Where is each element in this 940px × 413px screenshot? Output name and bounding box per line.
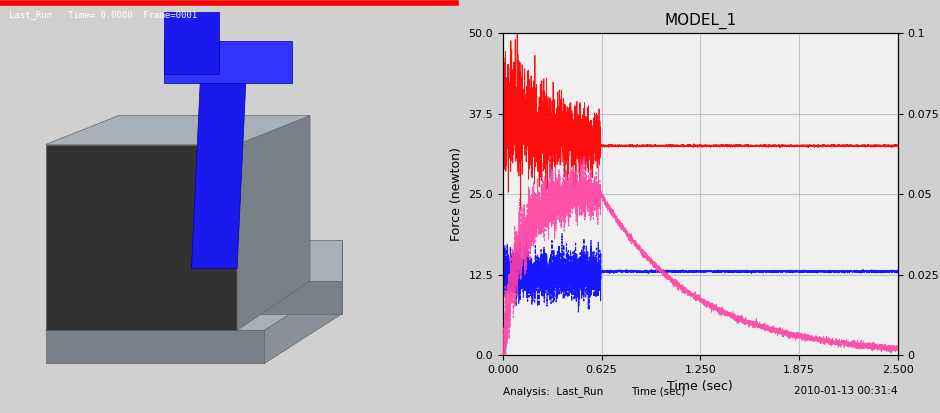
Polygon shape [45, 145, 237, 330]
Polygon shape [164, 12, 219, 74]
Polygon shape [237, 116, 310, 330]
X-axis label: Time (sec): Time (sec) [667, 380, 733, 394]
Polygon shape [219, 240, 342, 281]
Polygon shape [264, 281, 342, 363]
Text: Analysis:  Last_Run: Analysis: Last_Run [503, 387, 603, 397]
Text: Time (sec): Time (sec) [631, 387, 685, 396]
Polygon shape [192, 74, 246, 268]
Text: 2010-01-13 00:31:4: 2010-01-13 00:31:4 [794, 387, 898, 396]
Polygon shape [45, 116, 310, 145]
Polygon shape [219, 281, 342, 314]
Title: MODEL_1: MODEL_1 [665, 13, 736, 29]
Polygon shape [45, 330, 264, 363]
Polygon shape [45, 281, 342, 330]
Y-axis label: Force (newton): Force (newton) [450, 147, 462, 241]
Polygon shape [164, 41, 291, 83]
Text: Last_Run   Time= 0.0000  Frame=0001: Last_Run Time= 0.0000 Frame=0001 [9, 10, 197, 19]
